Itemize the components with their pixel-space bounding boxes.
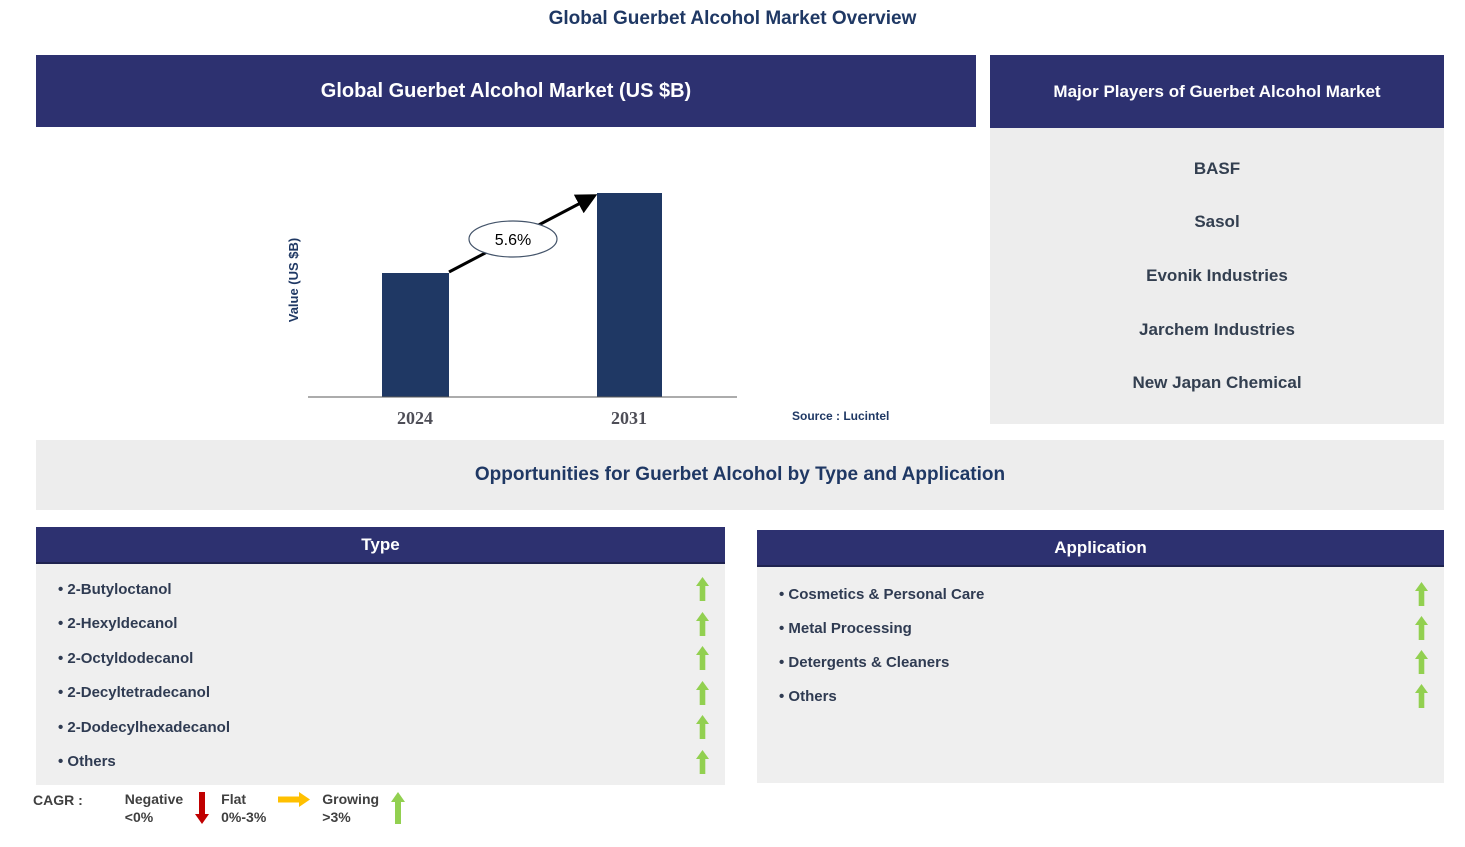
legend-negative-range: <0%	[124, 809, 154, 826]
application-item: Cosmetics & Personal Care	[757, 577, 1444, 611]
legend-flat-label: Flat	[221, 791, 247, 807]
legend-flat-range: 0%-3%	[221, 809, 267, 826]
application-item-label: Detergents & Cleaners	[779, 654, 949, 671]
market-bar-chart: Value (US $B) 5.6% 2024 2031	[36, 127, 976, 428]
trend-up-icon	[1415, 684, 1428, 708]
trend-up-icon	[696, 646, 709, 671]
player-item: Evonik Industries	[1146, 265, 1288, 285]
type-item: 2-Hexyldecanol	[36, 607, 725, 642]
application-item-label: Cosmetics & Personal Care	[779, 586, 984, 603]
application-header: Application	[757, 530, 1444, 567]
type-item: Others	[36, 745, 725, 780]
players-header: Major Players of Guerbet Alcohol Market	[990, 55, 1444, 128]
market-chart-header: Global Guerbet Alcohol Market (US $B)	[36, 55, 976, 127]
trend-up-icon	[696, 749, 709, 774]
application-panel: Application Cosmetics & Personal Care Me…	[757, 530, 1444, 783]
type-item-label: 2-Butyloctanol	[58, 581, 171, 598]
type-item: 2-Dodecylhexadecanol	[36, 710, 725, 745]
x-label-2031: 2031	[611, 408, 647, 425]
source-note: Source : Lucintel	[792, 409, 890, 423]
type-item-label: 2-Octyldodecanol	[58, 650, 193, 667]
cagr-ellipse	[468, 220, 558, 258]
trend-up-icon	[696, 577, 709, 602]
player-item: New Japan Chemical	[1132, 373, 1302, 393]
application-item-label: Others	[779, 688, 836, 705]
player-item: Sasol	[1194, 212, 1240, 232]
type-item-label: Others	[58, 753, 115, 770]
application-item: Others	[757, 679, 1444, 713]
application-item: Detergents & Cleaners	[757, 645, 1444, 679]
type-item-label: 2-Hexyldecanol	[58, 615, 177, 632]
trend-up-icon	[696, 715, 709, 740]
trend-up-icon	[696, 680, 709, 705]
players-list: BASF Sasol Evonik Industries Jarchem Ind…	[990, 128, 1444, 424]
legend-entry-flat: Flat 0%-3%	[221, 790, 266, 826]
type-item: 2-Decyltetradecanol	[36, 676, 725, 711]
type-item: 2-Octyldodecanol	[36, 641, 725, 676]
right-arrow-icon	[278, 790, 311, 807]
legend-entry-growing: Growing >3%	[322, 790, 379, 826]
bar-chart-svg: Value (US $B) 5.6% 2024 2031	[286, 193, 737, 428]
page-title: Global Guerbet Alcohol Market Overview	[548, 8, 917, 29]
y-axis-label: Value (US $B)	[286, 238, 301, 323]
trend-up-icon	[1415, 650, 1428, 674]
down-arrow-icon	[195, 790, 210, 824]
application-item-label: Metal Processing	[779, 620, 911, 637]
type-panel: Type 2-Butyloctanol 2-Hexyldecanol 2-Oct…	[36, 527, 725, 785]
bar-2031	[597, 193, 662, 397]
cagr-value: 5.6%	[495, 232, 531, 249]
opportunities-banner: Opportunities for Guerbet Alcohol by Typ…	[36, 440, 1444, 510]
trend-up-icon	[1415, 616, 1428, 640]
player-item: BASF	[1193, 158, 1241, 178]
legend-growing-label: Growing	[322, 791, 380, 807]
type-item: 2-Butyloctanol	[36, 572, 725, 607]
x-label-2024: 2024	[397, 408, 433, 425]
type-item-label: 2-Dodecylhexadecanol	[58, 719, 230, 736]
application-list: Cosmetics & Personal Care Metal Processi…	[757, 567, 1444, 783]
up-arrow-icon	[391, 790, 406, 824]
application-item: Metal Processing	[757, 611, 1444, 645]
legend-growing-range: >3%	[322, 809, 351, 826]
legend-negative-label: Negative	[124, 791, 184, 807]
player-item: Jarchem Industries	[1139, 319, 1295, 339]
legend-title: CAGR :	[33, 792, 83, 808]
type-list: 2-Butyloctanol 2-Hexyldecanol 2-Octyldod…	[36, 564, 725, 785]
legend-entry-negative: Negative <0%	[125, 790, 183, 826]
trend-up-icon	[696, 611, 709, 636]
type-header: Type	[36, 527, 725, 564]
cagr-legend: CAGR : Negative <0% Flat 0%-3% Growing >…	[33, 790, 417, 826]
type-item-label: 2-Decyltetradecanol	[58, 684, 210, 701]
bar-2024	[382, 273, 449, 397]
trend-up-icon	[1415, 582, 1428, 606]
